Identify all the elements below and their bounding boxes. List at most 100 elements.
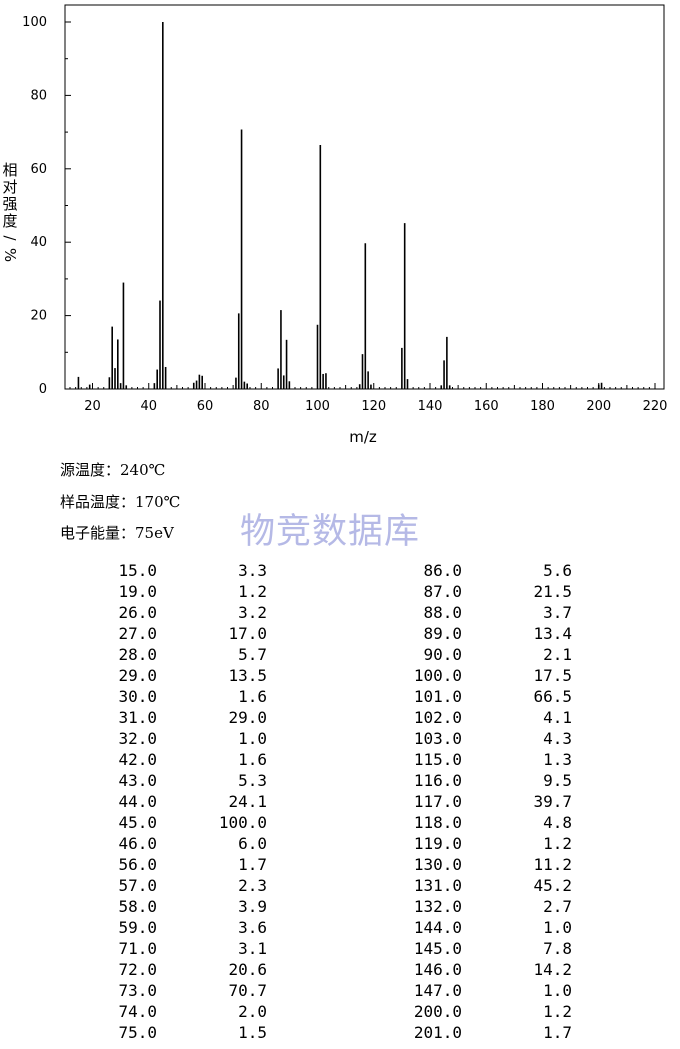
intensity-value: 3.1 bbox=[238, 939, 267, 958]
mz-value: 57.0 bbox=[118, 876, 157, 895]
plot-frame bbox=[64, 4, 665, 390]
mz-value: 201.0 bbox=[413, 1023, 462, 1042]
mz-value: 59.0 bbox=[118, 918, 157, 937]
intensity-value: 2.1 bbox=[543, 645, 572, 664]
intensity-value: 66.5 bbox=[533, 687, 572, 706]
intensity-value: 4.1 bbox=[543, 708, 572, 727]
mz-value: 102.0 bbox=[413, 708, 462, 727]
intensity-value: 4.3 bbox=[543, 729, 572, 748]
intensity-value: 13.5 bbox=[228, 666, 267, 685]
intensity-value: 70.7 bbox=[228, 981, 267, 1000]
x-tick-label: 40 bbox=[140, 399, 157, 414]
intensity-value: 1.0 bbox=[543, 981, 572, 1000]
intensity-value: 2.7 bbox=[543, 897, 572, 916]
electron-energy: 电子能量：75eV bbox=[60, 524, 174, 542]
peak-bars bbox=[77, 22, 603, 389]
mz-value: 72.0 bbox=[118, 960, 157, 979]
x-tick-label: 160 bbox=[474, 399, 499, 414]
intensity-value: 1.2 bbox=[543, 1002, 572, 1021]
intensity-value: 14.2 bbox=[533, 960, 572, 979]
mz-value: 44.0 bbox=[118, 792, 157, 811]
watermark: 物竞数据库 bbox=[240, 512, 421, 552]
mz-value: 42.0 bbox=[118, 750, 157, 769]
mz-value: 118.0 bbox=[413, 813, 462, 832]
intensity-value: 1.6 bbox=[238, 687, 267, 706]
intensity-value: 1.2 bbox=[543, 834, 572, 853]
mz-value: 29.0 bbox=[118, 666, 157, 685]
mz-value: 117.0 bbox=[413, 792, 462, 811]
mz-value: 89.0 bbox=[423, 624, 462, 643]
intensity-value: 29.0 bbox=[228, 708, 267, 727]
intensity-value: 7.8 bbox=[543, 939, 572, 958]
intensity-value: 6.0 bbox=[238, 834, 267, 853]
intensity-value: 2.3 bbox=[238, 876, 267, 895]
intensity-value: 39.7 bbox=[533, 792, 572, 811]
mz-value: 30.0 bbox=[118, 687, 157, 706]
mz-value: 101.0 bbox=[413, 687, 462, 706]
mz-value: 100.0 bbox=[413, 666, 462, 685]
intensity-value: 1.2 bbox=[238, 582, 267, 601]
x-tick-label: 80 bbox=[253, 399, 270, 414]
intensity-value: 100.0 bbox=[218, 813, 267, 832]
mz-value: 119.0 bbox=[413, 834, 462, 853]
x-tick-label: 180 bbox=[530, 399, 555, 414]
mz-value: 74.0 bbox=[118, 1002, 157, 1021]
intensity-value: 1.0 bbox=[543, 918, 572, 937]
y-tick-label: 60 bbox=[30, 162, 47, 177]
intensity-value: 17.5 bbox=[533, 666, 572, 685]
x-tick-label: 140 bbox=[418, 399, 443, 414]
x-tick-label: 200 bbox=[586, 399, 611, 414]
mz-value: 200.0 bbox=[413, 1002, 462, 1021]
intensity-value: 24.1 bbox=[228, 792, 267, 811]
y-label-char: 相 bbox=[2, 161, 17, 179]
mz-value: 90.0 bbox=[423, 645, 462, 664]
mz-value: 26.0 bbox=[118, 603, 157, 622]
mz-value: 115.0 bbox=[413, 750, 462, 769]
intensity-value: 1.6 bbox=[238, 750, 267, 769]
mz-value: 88.0 bbox=[423, 603, 462, 622]
sample-temperature: 样品温度：170℃ bbox=[60, 493, 181, 511]
intensity-value: 3.3 bbox=[238, 561, 267, 580]
mz-value: 46.0 bbox=[118, 834, 157, 853]
x-axis-label: m/z bbox=[349, 428, 377, 446]
intensity-value: 1.7 bbox=[238, 855, 267, 874]
intensity-value: 20.6 bbox=[228, 960, 267, 979]
intensity-value: 1.5 bbox=[238, 1023, 267, 1042]
intensity-value: 3.7 bbox=[543, 603, 572, 622]
mz-value: 146.0 bbox=[413, 960, 462, 979]
mz-value: 144.0 bbox=[413, 918, 462, 937]
mz-value: 75.0 bbox=[118, 1023, 157, 1042]
mz-value: 132.0 bbox=[413, 897, 462, 916]
mz-value: 147.0 bbox=[413, 981, 462, 1000]
x-tick-label: 60 bbox=[197, 399, 214, 414]
source-temperature: 源温度：240℃ bbox=[60, 461, 166, 479]
intensity-value: 5.7 bbox=[238, 645, 267, 664]
intensity-value: 13.4 bbox=[533, 624, 572, 643]
y-label-char: 对 bbox=[2, 178, 17, 196]
mz-value: 86.0 bbox=[423, 561, 462, 580]
mz-value: 103.0 bbox=[413, 729, 462, 748]
mz-value: 71.0 bbox=[118, 939, 157, 958]
mz-value: 73.0 bbox=[118, 981, 157, 1000]
intensity-value: 17.0 bbox=[228, 624, 267, 643]
intensity-value: 1.3 bbox=[543, 750, 572, 769]
intensity-value: 1.7 bbox=[543, 1023, 572, 1042]
mz-value: 131.0 bbox=[413, 876, 462, 895]
intensity-value: 21.5 bbox=[533, 582, 572, 601]
mz-value: 15.0 bbox=[118, 561, 157, 580]
intensity-value: 3.2 bbox=[238, 603, 267, 622]
intensity-value: 1.0 bbox=[238, 729, 267, 748]
mz-value: 56.0 bbox=[118, 855, 157, 874]
y-label-char: 度 bbox=[2, 212, 17, 230]
intensity-value: 2.0 bbox=[238, 1002, 267, 1021]
mz-value: 31.0 bbox=[118, 708, 157, 727]
y-tick-label: 0 bbox=[39, 382, 47, 397]
mz-value: 87.0 bbox=[423, 582, 462, 601]
intensity-value: 11.2 bbox=[533, 855, 572, 874]
mz-value: 145.0 bbox=[413, 939, 462, 958]
y-tick-label: 20 bbox=[30, 309, 47, 324]
mz-value: 27.0 bbox=[118, 624, 157, 643]
x-tick-label: 100 bbox=[305, 399, 330, 414]
intensity-value: 5.3 bbox=[238, 771, 267, 790]
